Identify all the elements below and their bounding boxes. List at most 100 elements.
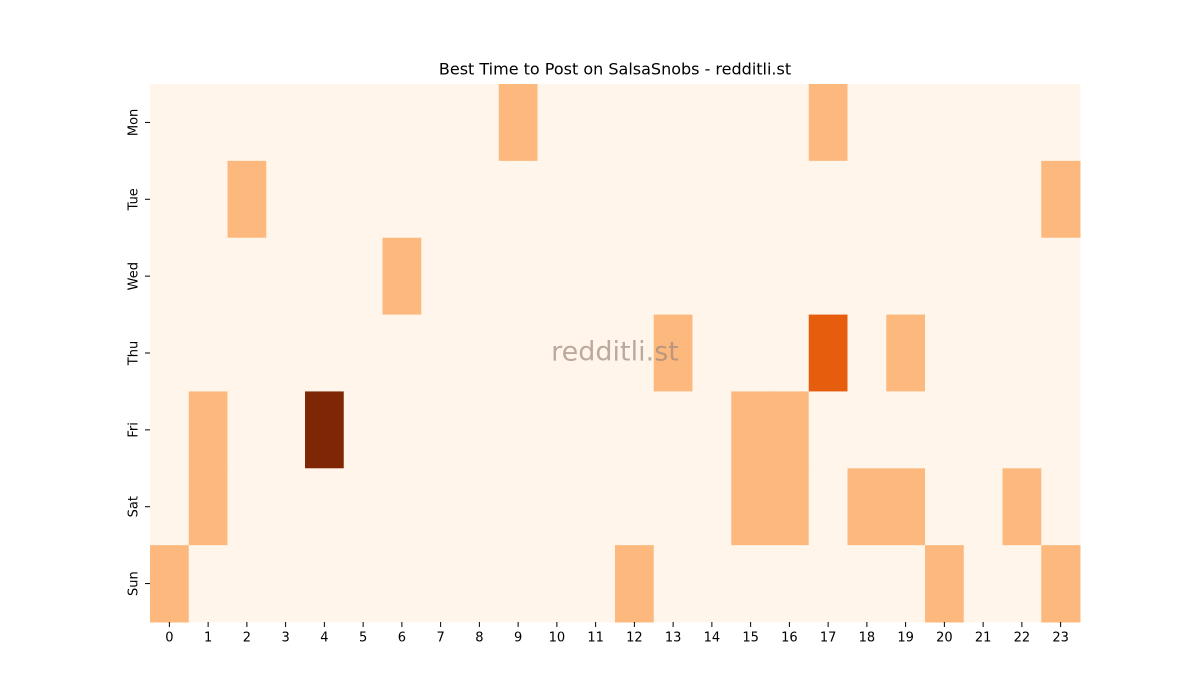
heat-cell — [266, 391, 306, 469]
heat-cell — [925, 314, 965, 392]
heat-cell — [615, 468, 655, 546]
heat-cell — [886, 84, 926, 162]
heat-cell — [460, 545, 500, 623]
heat-cell — [886, 160, 926, 239]
heat-cell — [770, 160, 810, 239]
heat-cell — [305, 237, 345, 316]
heat-cell — [382, 391, 422, 469]
heat-cell — [266, 314, 306, 392]
heat-cell — [847, 468, 887, 546]
heat-cell — [1002, 468, 1042, 546]
heat-cell — [537, 314, 577, 392]
heat-cell — [188, 237, 228, 316]
heat-cell — [150, 468, 190, 546]
heat-cell — [1002, 237, 1042, 316]
heat-cell — [808, 237, 848, 316]
heat-cell — [266, 237, 306, 316]
x-tick-label: 3 — [281, 631, 289, 646]
heat-cell — [188, 84, 228, 162]
heat-cell — [305, 84, 345, 162]
heat-cell — [963, 314, 1003, 392]
heat-cell — [886, 545, 926, 623]
heat-cell — [1041, 391, 1081, 469]
heat-cell — [421, 237, 461, 316]
heat-cell — [460, 160, 500, 239]
heat-cell — [615, 545, 655, 623]
heat-cell — [653, 84, 693, 162]
heat-cell — [692, 237, 732, 316]
heat-cell — [266, 160, 306, 239]
heat-cell — [808, 160, 848, 239]
heat-cell — [343, 314, 383, 392]
heat-cell — [227, 468, 267, 546]
heat-cell — [886, 468, 926, 546]
heat-cell — [808, 391, 848, 469]
heat-cell — [692, 468, 732, 546]
heat-cell — [460, 391, 500, 469]
heat-cell — [188, 314, 228, 392]
heat-cell — [1041, 84, 1081, 162]
x-tick-label: 5 — [359, 631, 367, 646]
heat-cell — [460, 314, 500, 392]
heat-cell — [150, 314, 190, 392]
heat-cell — [305, 314, 345, 392]
heat-cell — [576, 84, 616, 162]
x-tick-label: 17 — [820, 631, 837, 646]
heat-cell — [421, 160, 461, 239]
heat-cell — [227, 545, 267, 623]
heat-cell — [615, 84, 655, 162]
heat-cell — [808, 545, 848, 623]
heat-cell — [537, 391, 577, 469]
heat-cell — [770, 391, 810, 469]
heat-cell — [1002, 545, 1042, 623]
heat-cell — [808, 314, 848, 392]
heat-cell — [227, 314, 267, 392]
heat-cell — [1002, 391, 1042, 469]
heat-cell — [692, 84, 732, 162]
heat-cell — [576, 468, 616, 546]
heat-cell — [692, 160, 732, 239]
y-tick-label: Tue — [127, 188, 142, 211]
heat-cell — [925, 160, 965, 239]
heat-cell — [498, 160, 538, 239]
x-tick-label: 14 — [704, 631, 721, 646]
heat-cell — [963, 468, 1003, 546]
heat-cell — [305, 545, 345, 623]
heat-cell — [537, 468, 577, 546]
heat-cell — [770, 314, 810, 392]
heat-cell — [963, 391, 1003, 469]
heat-cell — [576, 160, 616, 239]
heat-cell — [653, 391, 693, 469]
y-tick-label: Wed — [127, 262, 142, 290]
heat-cell — [653, 545, 693, 623]
heat-cell — [576, 237, 616, 316]
y-tick-label: Fri — [127, 422, 142, 438]
heat-cell — [847, 237, 887, 316]
heat-cell — [537, 237, 577, 316]
x-tick-label: 11 — [587, 631, 604, 646]
x-tick-label: 9 — [514, 631, 522, 646]
heat-cell — [770, 468, 810, 546]
x-tick-label: 13 — [665, 631, 682, 646]
heat-cell — [150, 237, 190, 316]
heat-cell — [343, 160, 383, 239]
x-tick-label: 8 — [475, 631, 483, 646]
heat-cell — [963, 84, 1003, 162]
heat-cell — [576, 314, 616, 392]
heat-cell — [421, 468, 461, 546]
heat-cell — [460, 84, 500, 162]
chart-title: Best Time to Post on SalsaSnobs - reddit… — [439, 60, 791, 79]
heat-cell — [343, 545, 383, 623]
heat-cell — [460, 237, 500, 316]
heat-cell — [537, 545, 577, 623]
heat-cell — [460, 468, 500, 546]
heat-cell — [421, 391, 461, 469]
heat-cell — [343, 84, 383, 162]
heat-cell — [886, 314, 926, 392]
heat-cell — [382, 314, 422, 392]
heat-cell — [731, 391, 771, 469]
x-tick-label: 6 — [398, 631, 406, 646]
heat-cell — [925, 545, 965, 623]
heat-cell — [731, 545, 771, 623]
